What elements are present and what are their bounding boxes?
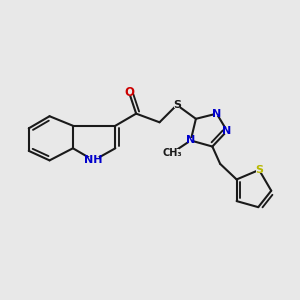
- Text: CH₃: CH₃: [163, 148, 182, 158]
- Text: NH: NH: [85, 155, 103, 165]
- Bar: [174, 102, 180, 108]
- Bar: [166, 149, 179, 156]
- Bar: [256, 167, 262, 173]
- Text: N: N: [223, 126, 232, 136]
- Text: N: N: [212, 109, 221, 118]
- Bar: [125, 90, 133, 96]
- Bar: [224, 128, 230, 134]
- Text: O: O: [124, 86, 134, 99]
- Text: N: N: [186, 136, 195, 146]
- Bar: [88, 157, 99, 164]
- Text: S: S: [255, 165, 263, 175]
- Text: S: S: [173, 100, 181, 110]
- Bar: [188, 138, 194, 143]
- Bar: [214, 111, 220, 116]
